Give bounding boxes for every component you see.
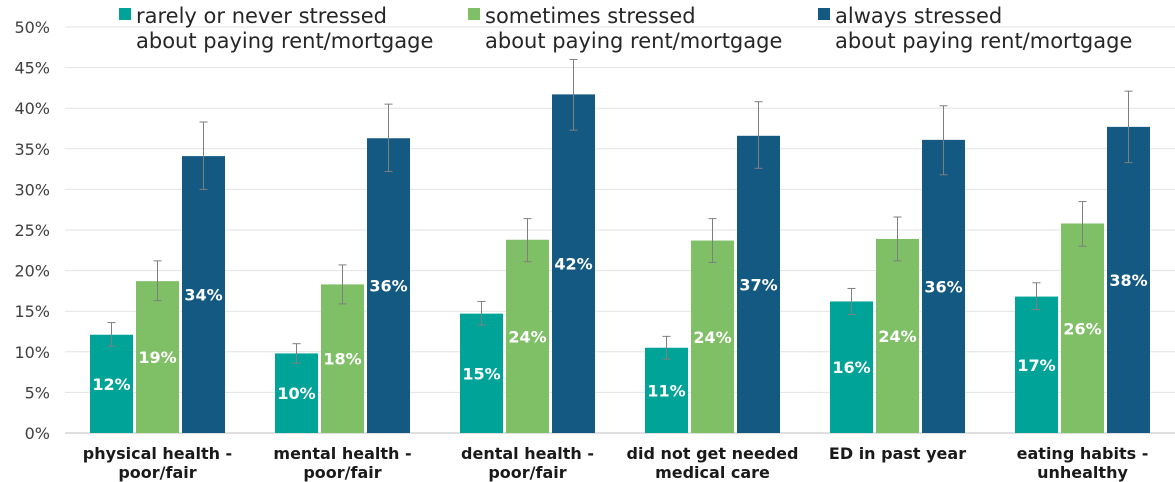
category-label: ED in past year <box>829 444 966 463</box>
bar <box>90 334 133 433</box>
y-tick-label: 40% <box>14 99 50 118</box>
bar <box>552 94 595 433</box>
bar <box>1107 126 1150 433</box>
legend-swatch <box>119 8 131 20</box>
legend-label: sometimes stressed <box>485 4 696 28</box>
category-label: poor/fair <box>303 463 381 482</box>
bar <box>691 240 734 433</box>
bar <box>830 301 873 433</box>
y-tick-label: 30% <box>14 180 50 199</box>
bar <box>645 347 688 433</box>
bar <box>506 239 549 433</box>
category-label: physical health - <box>83 444 232 463</box>
legend-label: about paying rent/mortgage <box>835 29 1132 53</box>
legend-label: always stressed <box>835 4 1002 28</box>
data-label: 34% <box>184 286 222 305</box>
y-tick-label: 25% <box>14 221 50 240</box>
bar <box>367 138 410 433</box>
data-label: 36% <box>924 277 962 296</box>
data-label: 16% <box>832 358 870 377</box>
bar <box>182 156 225 433</box>
legend-label: about paying rent/mortgage <box>136 29 433 53</box>
data-label: 24% <box>508 327 546 346</box>
category-label: dental health - <box>461 444 594 463</box>
data-label: 36% <box>369 277 407 296</box>
y-tick-label: 35% <box>14 140 50 159</box>
data-label: 10% <box>277 384 315 403</box>
category-label: did not get needed <box>627 444 799 463</box>
y-axis: 0% 5% 10% 15% 20% 25% 30% 35% 40% 45% 50% <box>14 18 50 443</box>
data-label: 18% <box>323 350 361 369</box>
y-tick-label: 50% <box>14 18 50 37</box>
category-label: medical care <box>655 463 770 482</box>
bars <box>90 94 1150 434</box>
y-tick-label: 0% <box>25 424 50 443</box>
data-label: 12% <box>92 375 130 394</box>
bar <box>737 135 780 434</box>
data-label: 15% <box>462 364 500 383</box>
data-labels: 12% 10% 15% 11% 16% 17% 19% 18% 24% 24% 24% 26% 34% 3… <box>92 255 1147 404</box>
y-tick-label: 45% <box>14 59 50 78</box>
data-label: 24% <box>878 327 916 346</box>
legend-label: rarely or never stressed <box>136 4 387 28</box>
bar <box>321 284 364 433</box>
y-tick-label: 20% <box>14 262 50 281</box>
legend-label: about paying rent/mortgage <box>485 29 782 53</box>
bar <box>275 353 318 433</box>
data-label: 17% <box>1017 356 1055 375</box>
y-tick-label: 10% <box>14 343 50 362</box>
data-label: 42% <box>554 255 592 274</box>
data-label: 24% <box>693 328 731 347</box>
bar <box>1015 296 1058 433</box>
legend-swatch <box>468 8 480 20</box>
category-label: poor/fair <box>488 463 566 482</box>
bar <box>136 281 179 433</box>
category-label: unhealthy <box>1037 463 1128 482</box>
category-label: poor/fair <box>118 463 196 482</box>
error-bars <box>107 58 1133 364</box>
legend-swatch <box>818 8 830 20</box>
bar <box>922 139 965 434</box>
data-label: 11% <box>647 381 685 400</box>
y-tick-label: 15% <box>14 302 50 321</box>
category-label: eating habits - <box>1017 444 1149 463</box>
category-label: mental health - <box>273 444 411 463</box>
data-label: 19% <box>138 348 176 367</box>
data-label: 38% <box>1109 271 1147 290</box>
bar <box>876 238 919 433</box>
data-label: 37% <box>739 275 777 294</box>
gridlines <box>65 26 1175 434</box>
y-tick-label: 5% <box>25 383 50 402</box>
data-label: 26% <box>1063 319 1101 338</box>
bar <box>1061 223 1104 433</box>
bar <box>460 313 503 433</box>
